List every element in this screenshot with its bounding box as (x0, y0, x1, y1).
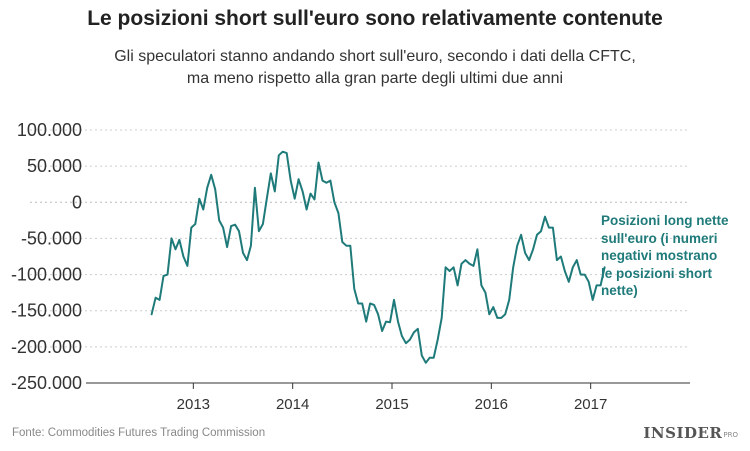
x-axis-ticks: 2013 2014 2015 2016 2017 (177, 383, 607, 413)
annotation-line-1: Posizioni long nette (601, 213, 729, 228)
annotation-line-5: nette) (601, 283, 638, 298)
x-tick-label: 2015 (375, 396, 408, 413)
y-tick-label: 100.000 (17, 120, 82, 140)
chart-subtitle: Gli speculatori stanno andando short sul… (0, 46, 750, 90)
annotation-line-3: negativi mostrano (601, 248, 718, 263)
annotation-line-2: sull'euro (i numeri (601, 230, 718, 246)
logo-text: INSIDER (643, 424, 723, 442)
logo-suffix: PRO (723, 431, 738, 439)
y-axis-ticks: 100.000 50.000 0 -50.000 -100.000 -150.000 -20… (11, 120, 82, 393)
series-annotation: Posizioni long nette sull'euro (i numeri… (601, 212, 750, 300)
x-tick-label: 2016 (475, 396, 508, 413)
insider-pro-logo: INSIDERPRO (643, 424, 738, 442)
annotation-line-4: le posizioni short (601, 265, 713, 281)
y-tick-label: -50.000 (21, 228, 82, 248)
grid-lines (30, 129, 690, 348)
y-tick-label: -150.000 (11, 301, 82, 321)
source-note: Fonte: Commodities Futures Trading Commi… (12, 427, 266, 439)
subtitle-line-1: Gli speculatori stanno andando short sul… (114, 48, 636, 65)
x-tick-label: 2017 (574, 396, 607, 413)
chart-title: Le posizioni short sull'euro sono relati… (87, 7, 663, 30)
y-tick-label: -100.000 (11, 265, 82, 285)
x-tick-label: 2013 (177, 396, 210, 413)
y-tick-label: -250.000 (11, 373, 82, 393)
series-line-1 (150, 150, 606, 364)
series-group (150, 150, 606, 364)
x-tick-label: 2014 (276, 396, 309, 413)
subtitle-line-2: ma meno rispetto alla gran parte degli u… (186, 70, 564, 87)
y-tick-label: 0 (72, 192, 82, 212)
y-tick-label: -200.000 (11, 337, 82, 357)
y-tick-label: 50.000 (27, 156, 82, 176)
